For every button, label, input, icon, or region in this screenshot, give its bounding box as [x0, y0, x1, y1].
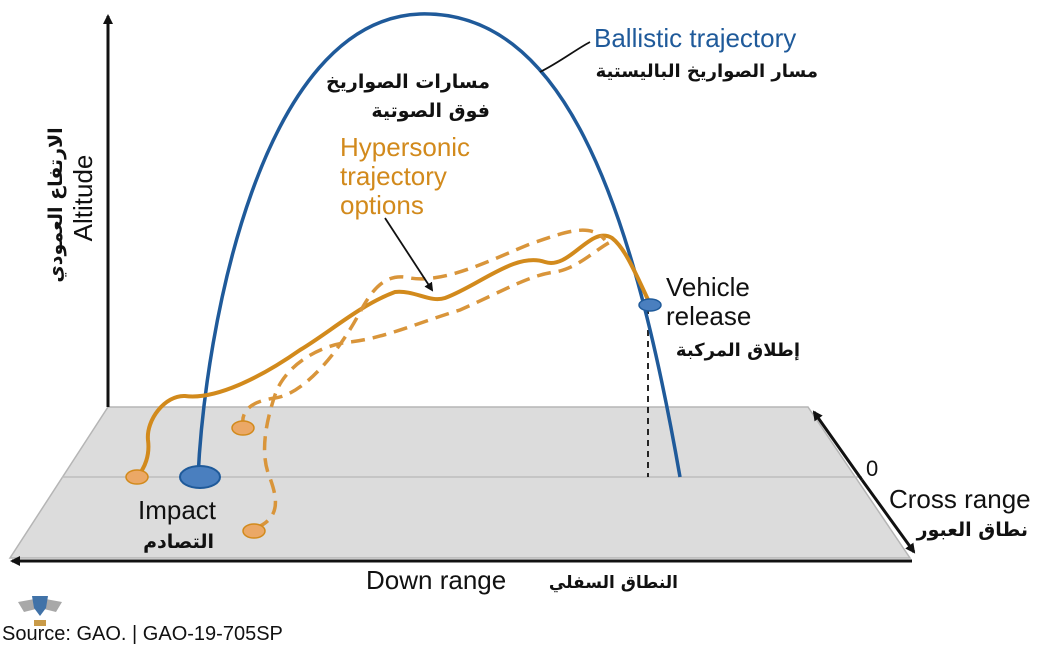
- impact-label-en: Impact: [138, 495, 217, 525]
- hypersonic-label-ar-line2: فوق الصوتية: [371, 100, 490, 122]
- vehicle-release-marker: [638, 298, 662, 312]
- hypersonic-endpoint-marker: [231, 420, 255, 436]
- hypersonic-trajectory-dashed-upper: [241, 228, 607, 429]
- vehicle-release-label-ar: إطلاق المركبة: [676, 340, 800, 361]
- altitude-label-en: Altitude: [68, 155, 98, 242]
- hypersonic-leader-arrow: [384, 217, 434, 292]
- ballistic-label-en: Ballistic trajectory: [594, 23, 796, 53]
- hypersonic-endpoint-marker: [242, 523, 266, 539]
- cross-range-axis: [860, 479, 916, 554]
- hypersonic-endpoint-marker: [125, 469, 149, 485]
- down-range-label-ar: النطاق السفلي: [549, 573, 678, 593]
- ballistic-leader-line: [539, 41, 591, 73]
- cross-range-label-en: Cross range: [889, 484, 1031, 514]
- hypersonic-label-en-line2: trajectory: [340, 161, 447, 191]
- hypersonic-trajectory-solid: [135, 233, 652, 479]
- ballistic-trajectory: [196, 12, 682, 478]
- vehicle-release-label-en-line1: Vehicle: [666, 272, 750, 302]
- ground-plane: [8, 406, 912, 559]
- cross-range-zero-label: 0: [866, 456, 878, 481]
- altitude-label-ar: الارتفاع العمودي: [45, 127, 68, 282]
- impact-label-ar: التصادم: [143, 531, 214, 553]
- vehicle-release-label-en-line2: release: [666, 301, 751, 331]
- cross-range-label-ar: نطاق العبور: [916, 519, 1028, 541]
- hypersonic-label-en-line3: options: [340, 190, 424, 220]
- hypersonic-label-ar-line1: مسارات الصواريخ: [326, 71, 490, 93]
- source-caption: Source: GAO. | GAO-19-705SP: [2, 623, 283, 645]
- impact-point-marker: [179, 465, 221, 489]
- down-range-label-en: Down range: [366, 565, 506, 595]
- cross-range-axis-back: [812, 410, 864, 481]
- hypersonic-label-en-line1: Hypersonic: [340, 132, 470, 162]
- ballistic-label-ar: مسار الصواريخ الباليستية: [596, 61, 818, 82]
- watermark-emblem: [18, 596, 62, 626]
